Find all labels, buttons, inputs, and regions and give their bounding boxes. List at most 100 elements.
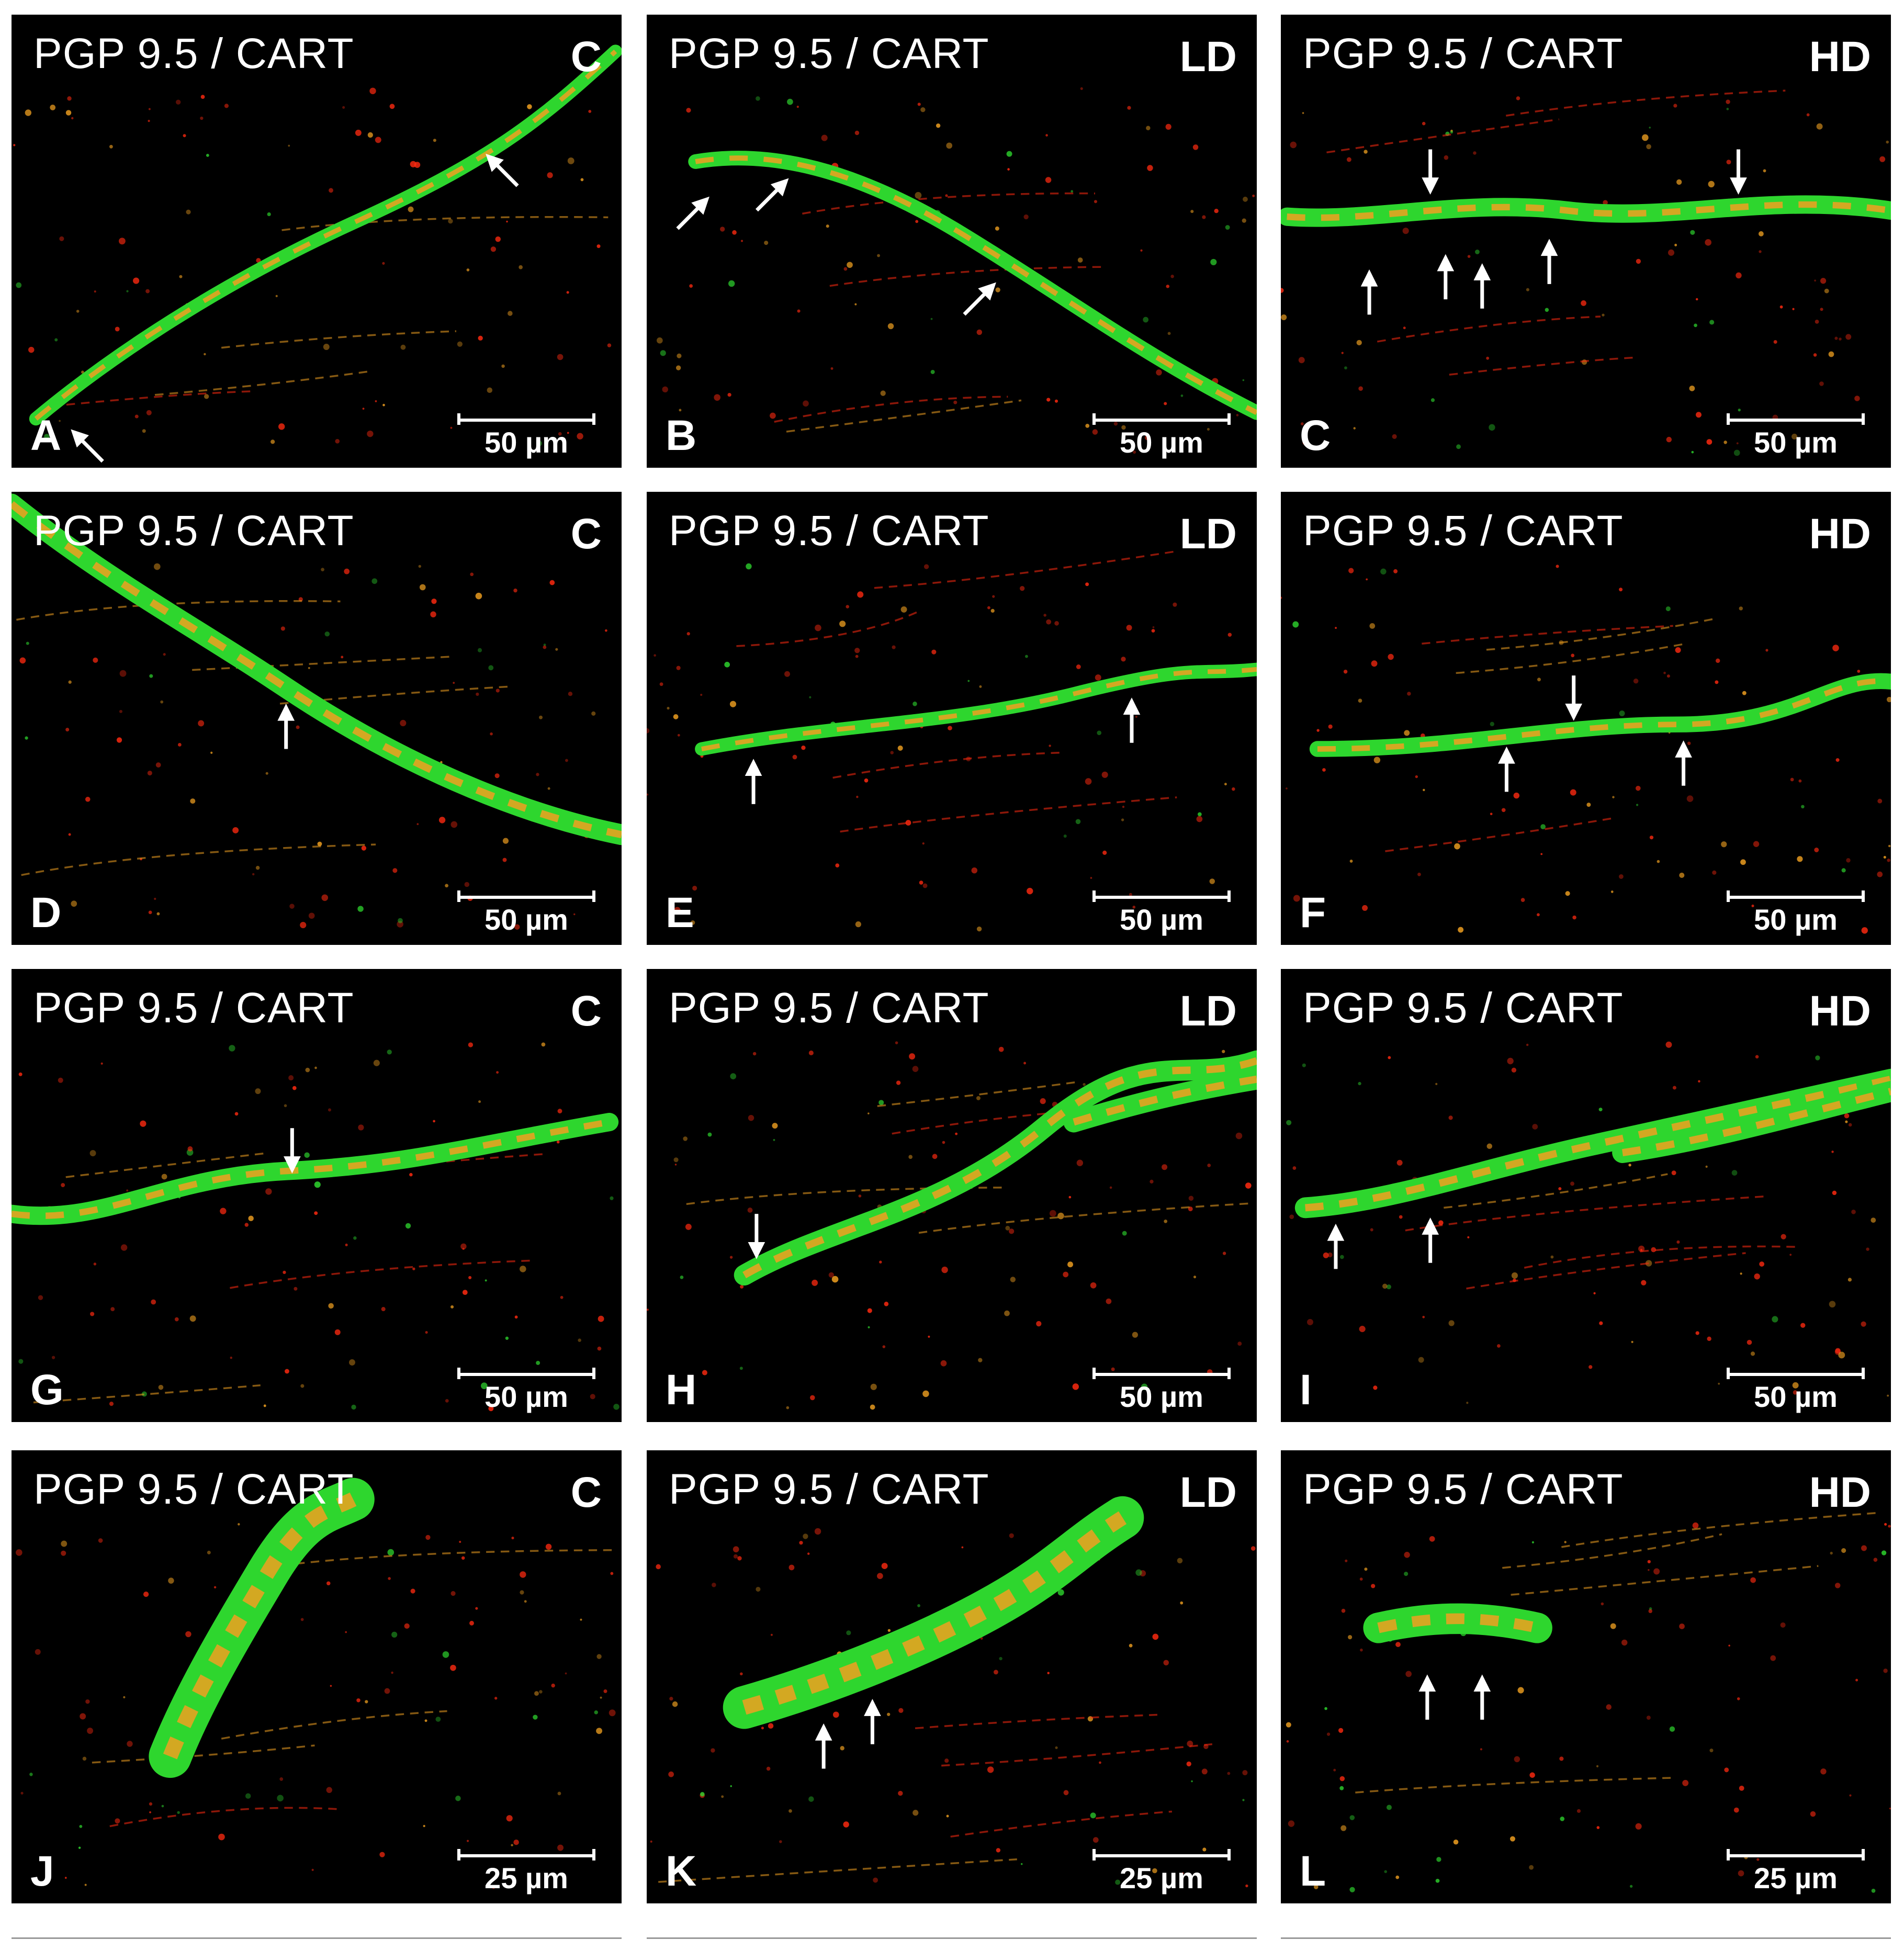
speckle — [740, 1672, 743, 1676]
scale-bar — [1092, 890, 1231, 902]
speckle — [1020, 585, 1025, 591]
speckle — [1166, 285, 1170, 288]
faint-fibre — [774, 396, 1008, 423]
speckle — [1349, 1815, 1355, 1820]
speckle — [1085, 778, 1092, 785]
speckle — [932, 1154, 938, 1159]
faint-fibre — [1444, 1173, 1668, 1209]
stain-label: PGP 9.5 / CART — [33, 507, 354, 555]
speckle — [126, 1189, 129, 1192]
speckle — [1235, 1132, 1243, 1140]
speckle — [1004, 1310, 1010, 1316]
speckle — [344, 568, 350, 574]
speckle — [1095, 674, 1101, 681]
faint-fibre — [21, 843, 376, 876]
speckle — [1666, 436, 1672, 443]
speckle — [119, 670, 127, 677]
faint-fibre — [736, 609, 922, 647]
speckle — [1792, 433, 1798, 439]
faint-fibre — [109, 1807, 337, 1828]
speckle — [365, 1700, 368, 1704]
speckle — [118, 238, 126, 245]
speckle — [54, 338, 58, 342]
speckle — [1201, 1768, 1208, 1775]
speckle — [502, 858, 507, 862]
speckle — [1224, 783, 1227, 786]
speckle — [1526, 1043, 1529, 1046]
speckle — [1063, 834, 1067, 838]
speckle — [1669, 1726, 1675, 1732]
speckle — [1834, 1583, 1841, 1588]
speckle — [424, 1719, 427, 1722]
faint-fibre — [840, 796, 1177, 833]
speckle — [1339, 1255, 1344, 1259]
scale-bar-label: 25 µm — [1754, 1862, 1838, 1894]
speckle — [1800, 1323, 1806, 1328]
speckle — [1163, 1660, 1169, 1666]
speckle — [1173, 602, 1177, 607]
speckle — [1708, 181, 1715, 188]
speckle — [244, 1223, 249, 1227]
speckle — [1023, 1062, 1027, 1065]
speckle — [1721, 841, 1727, 848]
speckle — [1758, 231, 1764, 236]
stain-label: PGP 9.5 / CART — [669, 507, 989, 555]
speckle — [1281, 288, 1284, 293]
speckle — [1705, 1165, 1708, 1168]
speckle — [1302, 439, 1308, 445]
speckle — [1824, 288, 1829, 294]
speckle — [594, 1710, 598, 1715]
speckle — [148, 108, 151, 110]
speckle — [1815, 1055, 1820, 1061]
speckle — [1712, 870, 1717, 875]
speckle — [277, 1795, 284, 1802]
speckle — [381, 1306, 386, 1312]
speckle — [931, 649, 937, 655]
speckle — [1651, 1247, 1656, 1253]
speckle — [71, 117, 74, 120]
speckle — [469, 1620, 474, 1626]
speckle — [1373, 1385, 1378, 1390]
speckle — [477, 648, 482, 652]
speckle — [877, 1573, 883, 1580]
arrow-icon — [755, 178, 789, 212]
speckle — [256, 258, 261, 263]
speckle — [109, 144, 113, 149]
speckle — [1040, 1098, 1046, 1104]
speckle — [1679, 1623, 1685, 1629]
speckle — [1407, 692, 1411, 696]
speckle — [740, 1284, 744, 1289]
speckle — [1695, 1331, 1699, 1335]
speckle — [513, 1839, 519, 1845]
speckle — [423, 1824, 425, 1828]
speckle — [1532, 1124, 1538, 1130]
speckle — [590, 1394, 595, 1400]
speckle — [1135, 715, 1137, 718]
micrograph-panel-j: PGP 9.5 / CART C J 25 µm — [12, 1450, 622, 1903]
speckle — [1781, 1234, 1786, 1239]
speckle — [1486, 1143, 1493, 1149]
speckle — [669, 1697, 673, 1701]
speckle — [741, 240, 743, 242]
nerve-fibre-cart — [12, 501, 622, 839]
speckle — [1323, 1252, 1329, 1258]
speckle — [198, 720, 205, 727]
faint-fibre — [1405, 1195, 1770, 1232]
speckle — [1335, 627, 1337, 629]
speckle — [461, 1556, 465, 1560]
speckle — [846, 1630, 851, 1636]
speckle — [1106, 1298, 1112, 1304]
speckle — [314, 1181, 321, 1188]
speckle — [882, 1345, 886, 1348]
speckle — [922, 1390, 929, 1397]
speckle — [1665, 606, 1671, 612]
speckle — [815, 624, 821, 631]
speckle — [387, 1549, 395, 1556]
speckle — [1167, 332, 1171, 335]
speckle — [288, 144, 290, 147]
arrow-icon — [1418, 1674, 1436, 1720]
speckle — [161, 1174, 167, 1180]
panel-letter: J — [30, 1847, 54, 1895]
speckle — [547, 787, 550, 790]
speckle — [756, 96, 760, 101]
